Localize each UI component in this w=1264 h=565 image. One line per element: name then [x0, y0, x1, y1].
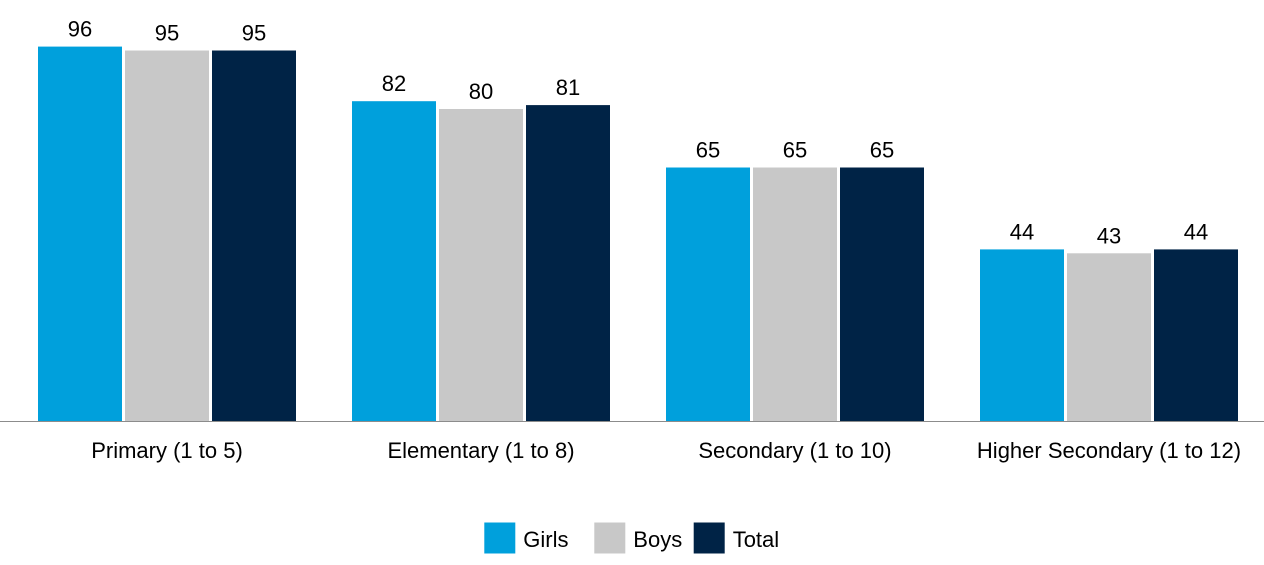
- bar-boys-1: [125, 50, 209, 421]
- legend-swatch-boys: [594, 522, 626, 554]
- legend: Girls Boys Total: [484, 522, 779, 554]
- bar-total-3: [840, 167, 924, 421]
- bar-boys-4: [1067, 253, 1151, 421]
- bar-boys-2: [439, 109, 523, 421]
- data-label-total-1: 95: [242, 21, 266, 46]
- bar-girls-2: [352, 101, 436, 421]
- data-label-boys-4: 43: [1097, 223, 1121, 248]
- bar-girls-1: [38, 46, 122, 421]
- category-label-1: Primary (1 to 5): [91, 438, 243, 463]
- legend-label-total: Total: [733, 527, 779, 552]
- bar-total-1: [212, 50, 296, 421]
- category-label-4: Higher Secondary (1 to 12): [977, 438, 1241, 463]
- bar-girls-4: [980, 249, 1064, 421]
- category-label-3: Secondary (1 to 10): [698, 438, 891, 463]
- bar-total-4: [1154, 249, 1238, 421]
- data-label-girls-3: 65: [696, 138, 720, 163]
- data-label-boys-2: 80: [469, 79, 493, 104]
- bar-girls-3: [666, 167, 750, 421]
- data-label-total-2: 81: [556, 75, 580, 100]
- category-label-2: Elementary (1 to 8): [387, 438, 574, 463]
- legend-label-boys: Boys: [633, 527, 682, 552]
- data-label-girls-1: 96: [68, 17, 92, 42]
- data-label-girls-2: 82: [382, 71, 406, 96]
- bar-total-2: [526, 105, 610, 421]
- bar-boys-3: [753, 167, 837, 421]
- data-label-boys-3: 65: [783, 138, 807, 163]
- data-label-girls-4: 44: [1010, 219, 1034, 244]
- data-label-total-4: 44: [1184, 219, 1208, 244]
- data-label-total-3: 65: [870, 138, 894, 163]
- legend-label-girls: Girls: [523, 527, 568, 552]
- legend-swatch-girls: [484, 522, 516, 554]
- legend-swatch-total: [693, 522, 725, 554]
- data-label-boys-1: 95: [155, 21, 179, 46]
